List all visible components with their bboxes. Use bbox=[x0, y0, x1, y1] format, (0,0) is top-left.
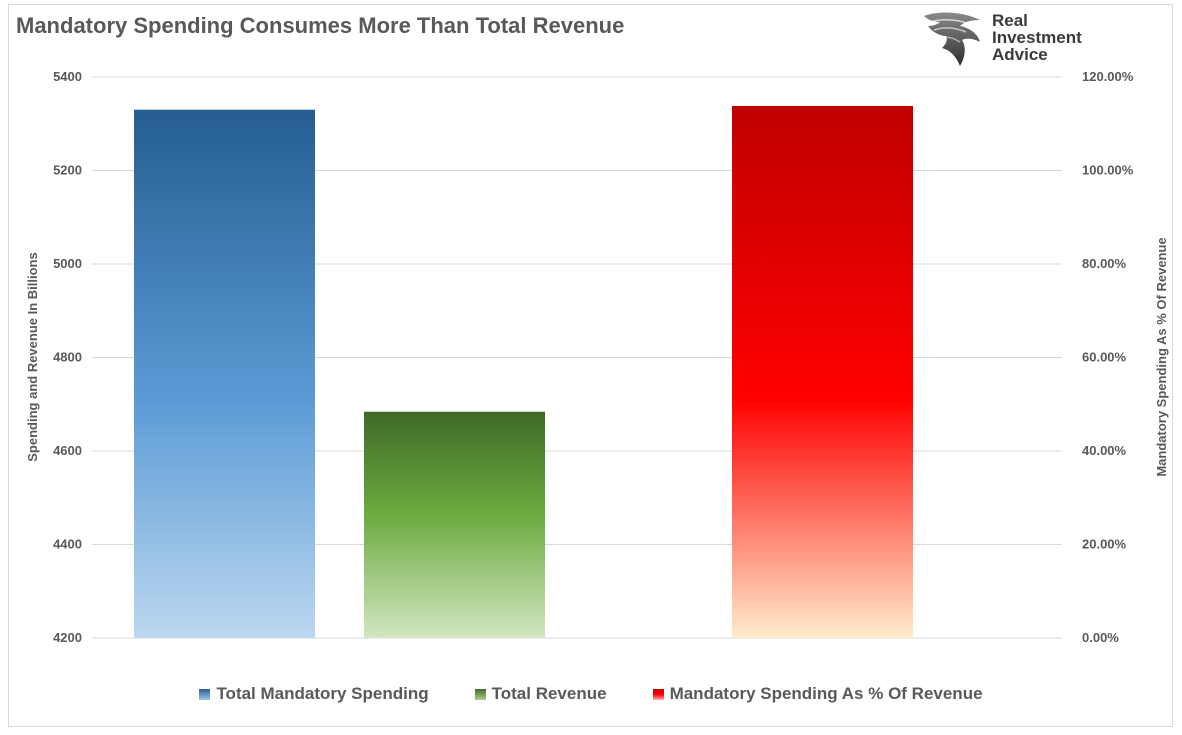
eagle-head-icon bbox=[924, 12, 980, 66]
right-axis-label: Mandatory Spending As % Of Revenue bbox=[1154, 237, 1169, 476]
bar-total-mandatory-spending bbox=[134, 109, 315, 639]
legend-swatch-pct bbox=[652, 688, 664, 700]
right-tick-label: 0.00% bbox=[1082, 630, 1119, 645]
logo-line-1: Real bbox=[992, 11, 1028, 30]
left-tick-label: 5200 bbox=[53, 163, 82, 178]
logo-line-3: Advice bbox=[992, 45, 1048, 64]
right-tick-label: 40.00% bbox=[1082, 443, 1127, 458]
legend: Total Mandatory Spending Total Revenue M… bbox=[0, 684, 1182, 704]
right-tick-label: 100.00% bbox=[1082, 163, 1134, 178]
legend-swatch-spending bbox=[199, 688, 211, 700]
right-tick-label: 120.00% bbox=[1082, 69, 1134, 84]
left-tick-label: 4400 bbox=[53, 537, 82, 552]
right-tick-label: 20.00% bbox=[1082, 537, 1127, 552]
left-tick-label: 4800 bbox=[53, 350, 82, 365]
logo-line-2: Investment bbox=[992, 28, 1082, 47]
legend-item-spending: Total Mandatory Spending bbox=[199, 684, 429, 704]
logo: Real Investment Advice bbox=[920, 10, 1120, 70]
bar-total-revenue bbox=[364, 411, 545, 638]
legend-label-revenue: Total Revenue bbox=[491, 684, 607, 703]
bar-mandatory-spending-pct bbox=[732, 105, 913, 639]
legend-item-pct: Mandatory Spending As % Of Revenue bbox=[652, 684, 983, 704]
left-axis-label: Spending and Revenue In Billions bbox=[25, 252, 40, 461]
right-tick-label: 80.00% bbox=[1082, 256, 1127, 271]
legend-label-pct: Mandatory Spending As % Of Revenue bbox=[669, 684, 983, 703]
chart-title: Mandatory Spending Consumes More Than To… bbox=[16, 13, 625, 38]
left-tick-label: 5400 bbox=[53, 69, 82, 84]
logo-text: Real Investment Advice bbox=[992, 12, 1082, 63]
left-tick-label: 5000 bbox=[53, 256, 82, 271]
left-tick-label: 4600 bbox=[53, 443, 82, 458]
legend-swatch-revenue bbox=[474, 688, 486, 700]
left-tick-label: 4200 bbox=[53, 630, 82, 645]
right-tick-label: 60.00% bbox=[1082, 350, 1127, 365]
legend-item-revenue: Total Revenue bbox=[474, 684, 607, 704]
legend-label-spending: Total Mandatory Spending bbox=[216, 684, 429, 703]
